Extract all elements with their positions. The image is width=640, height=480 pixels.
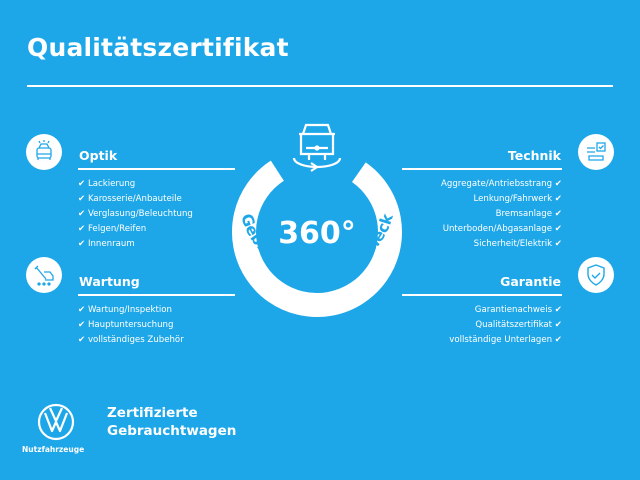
checklist-item-label: Qualitätszertifikat — [475, 320, 553, 330]
checklist-item: ✔ Verglasung/Beleuchtung — [78, 207, 193, 222]
checklist-item: Garantienachweis ✔ — [449, 303, 562, 318]
checklist-item-label: Verglasung/Beleuchtung — [87, 209, 193, 219]
brand-text: Zertifizierte Gebrauchtwagen — [107, 404, 236, 440]
check-icon: ✔ — [554, 209, 562, 219]
garantie-heading: Garantie — [500, 274, 561, 289]
checklist-item-label: Garantienachweis — [474, 305, 553, 315]
checklist-item-label: Aggregate/Antriebsstrang — [440, 179, 553, 189]
check-icon: ✔ — [554, 224, 562, 234]
check-icon: ✔ — [554, 194, 562, 204]
checklist-item-label: Karosserie/Anbauteile — [87, 194, 182, 204]
checklist-item: ✔ Wartung/Inspektion — [78, 303, 184, 318]
technik-divider — [402, 168, 562, 170]
optik-heading: Optik — [79, 148, 118, 163]
optik-icon-badge — [26, 134, 62, 170]
brand-line-2: Gebrauchtwagen — [107, 423, 237, 439]
checklist-item-label: vollständige Unterlagen — [449, 335, 553, 345]
title-divider — [27, 85, 613, 87]
checklist-item: Aggregate/Antriebsstrang ✔ — [441, 177, 562, 192]
check-icon: ✔ — [78, 239, 86, 249]
brand-line-1: Zertifizierte — [107, 405, 198, 421]
checklist-item-label: Felgen/Reifen — [87, 224, 147, 234]
checklist-item: Qualitätszertifikat ✔ — [449, 318, 562, 333]
checklist-item: Sicherheit/Elektrik ✔ — [441, 237, 562, 252]
checklist-item: vollständige Unterlagen ✔ — [449, 333, 562, 348]
check-icon: ✔ — [554, 320, 562, 330]
checklist-item: Lenkung/Fahrwerk ✔ — [441, 192, 563, 207]
check-icon: ✔ — [78, 305, 86, 315]
ring — [232, 146, 402, 317]
wartung-icon-badge — [26, 257, 62, 293]
optik-divider — [78, 168, 235, 170]
garantie-list: Garantienachweis ✔ Qualitätszertifikat ✔ v… — [449, 303, 562, 348]
degree-value: 360° — [278, 216, 356, 251]
garantie-icon-badge — [578, 257, 614, 293]
technik-heading: Technik — [507, 148, 561, 163]
checklist-item-label: vollständiges Zubehör — [87, 335, 184, 345]
checklist-item: ✔ Felgen/Reifen — [78, 222, 193, 237]
car-lights-icon — [36, 140, 52, 160]
wartung-divider — [78, 294, 235, 296]
car-rotate-icon — [292, 123, 342, 172]
checklist-item-label: Hauptuntersuchung — [87, 320, 174, 330]
checklist-item: ✔ Lackierung — [78, 177, 193, 192]
checklist-item: ✔ Hauptuntersuchung — [78, 318, 184, 333]
checklist-item: ✔ vollständiges Zubehör — [78, 333, 184, 348]
check-icon: ✔ — [78, 194, 86, 204]
technik-list: Aggregate/Antriebsstrang ✔ Lenkung/Fahrwe… — [441, 177, 562, 252]
shield-check-icon — [587, 264, 605, 286]
checklist-item: ✔ Karosserie/Anbauteile — [78, 192, 193, 207]
optik-list: ✔ Lackierung ✔ Karosserie/Anbauteile ✔ Ver… — [78, 177, 193, 252]
check-icon: ✔ — [554, 239, 562, 249]
logo-subtitle: Nutzfahrzeuge — [22, 445, 85, 454]
check-icon: ✔ — [78, 209, 86, 219]
checklist-item-label: Lenkung/Fahrwerk — [473, 194, 553, 204]
checklist-item-label: Lackierung — [87, 179, 136, 189]
tools-car-icon — [34, 265, 54, 286]
check-icon: ✔ — [78, 179, 86, 189]
vw-logo — [37, 403, 75, 441]
check-icon: ✔ — [78, 335, 86, 345]
car-checklist-icon — [587, 142, 606, 161]
checklist-item-label: Bremsanlage — [495, 209, 553, 219]
garantie-divider — [402, 294, 562, 296]
check-icon: ✔ — [78, 320, 86, 330]
checklist-item-label: Innenraum — [87, 239, 135, 249]
check-icon: ✔ — [554, 305, 562, 315]
checklist-item: Bremsanlage ✔ — [441, 207, 562, 222]
checklist-item: Unterboden/Abgasanlage ✔ — [441, 222, 562, 237]
checklist-item: ✔ Innenraum — [78, 237, 193, 252]
check-icon: ✔ — [554, 335, 562, 345]
page-title: Qualitätszertifikat — [27, 33, 289, 62]
checklist-item-label: Sicherheit/Elektrik — [473, 239, 553, 249]
checklist-item-label: Unterboden/Abgasanlage — [442, 224, 553, 234]
check-icon: ✔ — [78, 224, 86, 234]
technik-icon-badge — [578, 134, 614, 170]
wartung-heading: Wartung — [79, 274, 140, 289]
checklist-item-label: Wartung/Inspektion — [87, 305, 172, 315]
check-icon: ✔ — [554, 179, 562, 189]
wartung-list: ✔ Wartung/Inspektion ✔ Hauptuntersuchung ✔… — [78, 303, 184, 348]
